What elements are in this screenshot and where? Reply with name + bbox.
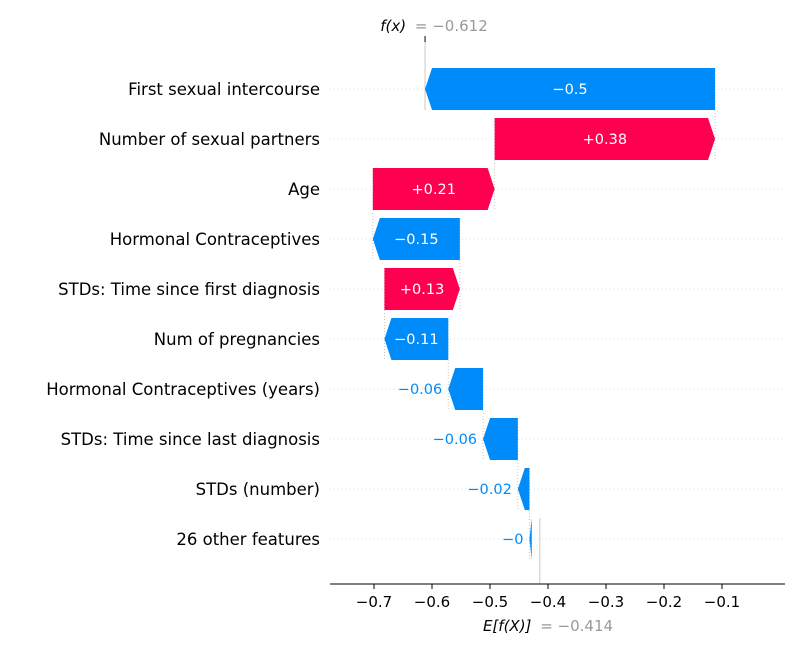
feature-label: Hormonal Contraceptives: [110, 230, 320, 249]
bar-value-label: −0.06: [433, 432, 477, 448]
feature-label: STDs: Time since first diagnosis: [58, 280, 320, 299]
feature-label: STDs (number): [196, 480, 320, 499]
bar-value-label: −0.06: [398, 382, 442, 398]
positive-bar: [384, 268, 460, 310]
bars-layer: −0.5 +0.38 +0.21 −0.15 +0.13 −0.11 −0.06 −0.06 −…: [372, 68, 716, 560]
negative-bar: [529, 518, 532, 560]
feature-label: Hormonal Contraceptives (years): [46, 380, 320, 399]
negative-bar: [448, 368, 484, 410]
negative-bar: [425, 68, 716, 110]
x-tick-label: −0.5: [472, 593, 508, 611]
bar-value-label: +0.38: [583, 132, 627, 148]
negative-bar: [384, 318, 449, 360]
bar-value-label: +0.21: [412, 182, 456, 198]
top-label: f(x) = −0.612: [380, 17, 488, 35]
x-axis: −0.7 −0.6 −0.5 −0.4 −0.3 −0.2 −0.1: [330, 36, 785, 611]
x-tick-label: −0.1: [704, 593, 740, 611]
bar-value-label: −0.5: [552, 82, 587, 98]
bar-value-label: −0.11: [394, 332, 438, 348]
bar-value-label: −0.02: [467, 482, 511, 498]
x-tick-label: −0.3: [588, 593, 624, 611]
x-tick-label: −0.2: [646, 593, 682, 611]
bar-value-label: −0: [502, 532, 523, 548]
positive-bar: [494, 118, 716, 160]
feature-labels: First sexual intercourse Number of sexual…: [46, 80, 320, 549]
x-tick-label: −0.7: [356, 593, 392, 611]
bottom-label: E[f(X)] = −0.414: [483, 617, 613, 635]
bar-value-label: +0.13: [400, 282, 444, 298]
x-tick-label: −0.4: [530, 593, 566, 611]
feature-label: First sexual intercourse: [128, 80, 320, 99]
feature-label: Number of sexual partners: [99, 130, 320, 149]
feature-label: Num of pregnancies: [154, 330, 320, 349]
feature-label: STDs: Time since last diagnosis: [61, 430, 320, 449]
bar-value-label: −0.15: [394, 232, 438, 248]
x-tick-label: −0.6: [414, 593, 450, 611]
positive-bar: [372, 168, 495, 210]
feature-label: Age: [288, 180, 320, 199]
negative-bar: [372, 218, 460, 260]
negative-bar: [483, 418, 518, 460]
negative-bar: [517, 468, 530, 510]
feature-label: 26 other features: [176, 530, 320, 549]
